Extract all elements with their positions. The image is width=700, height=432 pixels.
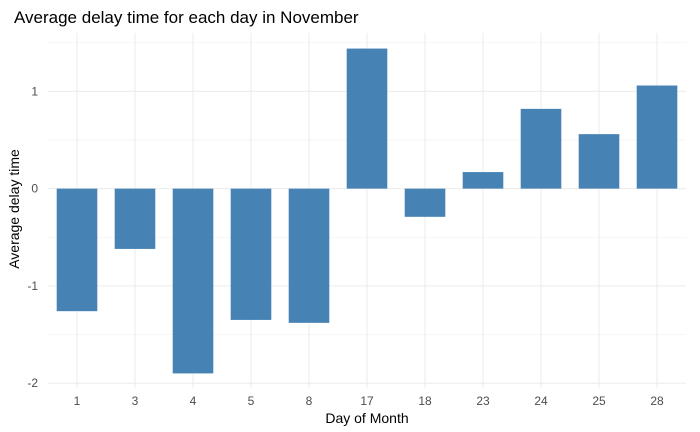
x-tick-label: 3 xyxy=(132,394,139,408)
bar-day-1 xyxy=(56,188,98,312)
x-tick-label: 18 xyxy=(418,394,432,408)
bar-day-24 xyxy=(520,108,562,189)
bar-day-23 xyxy=(462,172,504,189)
x-tick-label: 25 xyxy=(592,394,606,408)
x-tick-label: 17 xyxy=(360,394,374,408)
y-axis-label: Average delay time xyxy=(6,149,22,269)
y-tick-label: -2 xyxy=(27,376,38,390)
y-tick-label: -1 xyxy=(27,279,38,293)
y-axis-ticks: -2 -1 0 1 xyxy=(27,84,38,390)
x-tick-label: 28 xyxy=(650,394,664,408)
bar-day-4 xyxy=(172,188,214,374)
bar-day-18 xyxy=(404,188,446,217)
chart-title: Average delay time for each day in Novem… xyxy=(14,8,359,27)
bars xyxy=(56,48,678,374)
x-tick-label: 1 xyxy=(74,394,81,408)
bar-day-17 xyxy=(346,48,388,189)
x-tick-label: 5 xyxy=(248,394,255,408)
x-tick-label: 24 xyxy=(534,394,548,408)
bar-day-28 xyxy=(636,85,678,189)
bar-day-5 xyxy=(230,188,272,320)
x-axis-ticks: 1 3 4 5 8 17 18 23 24 25 28 xyxy=(74,394,664,408)
bar-day-3 xyxy=(114,188,156,249)
bar-day-25 xyxy=(578,134,620,189)
x-tick-label: 8 xyxy=(306,394,313,408)
y-tick-label: 0 xyxy=(31,182,38,196)
x-tick-label: 23 xyxy=(476,394,490,408)
x-tick-label: 4 xyxy=(190,394,197,408)
y-tick-label: 1 xyxy=(31,84,38,98)
bar-day-8 xyxy=(288,188,330,323)
x-axis-label: Day of Month xyxy=(325,410,408,426)
